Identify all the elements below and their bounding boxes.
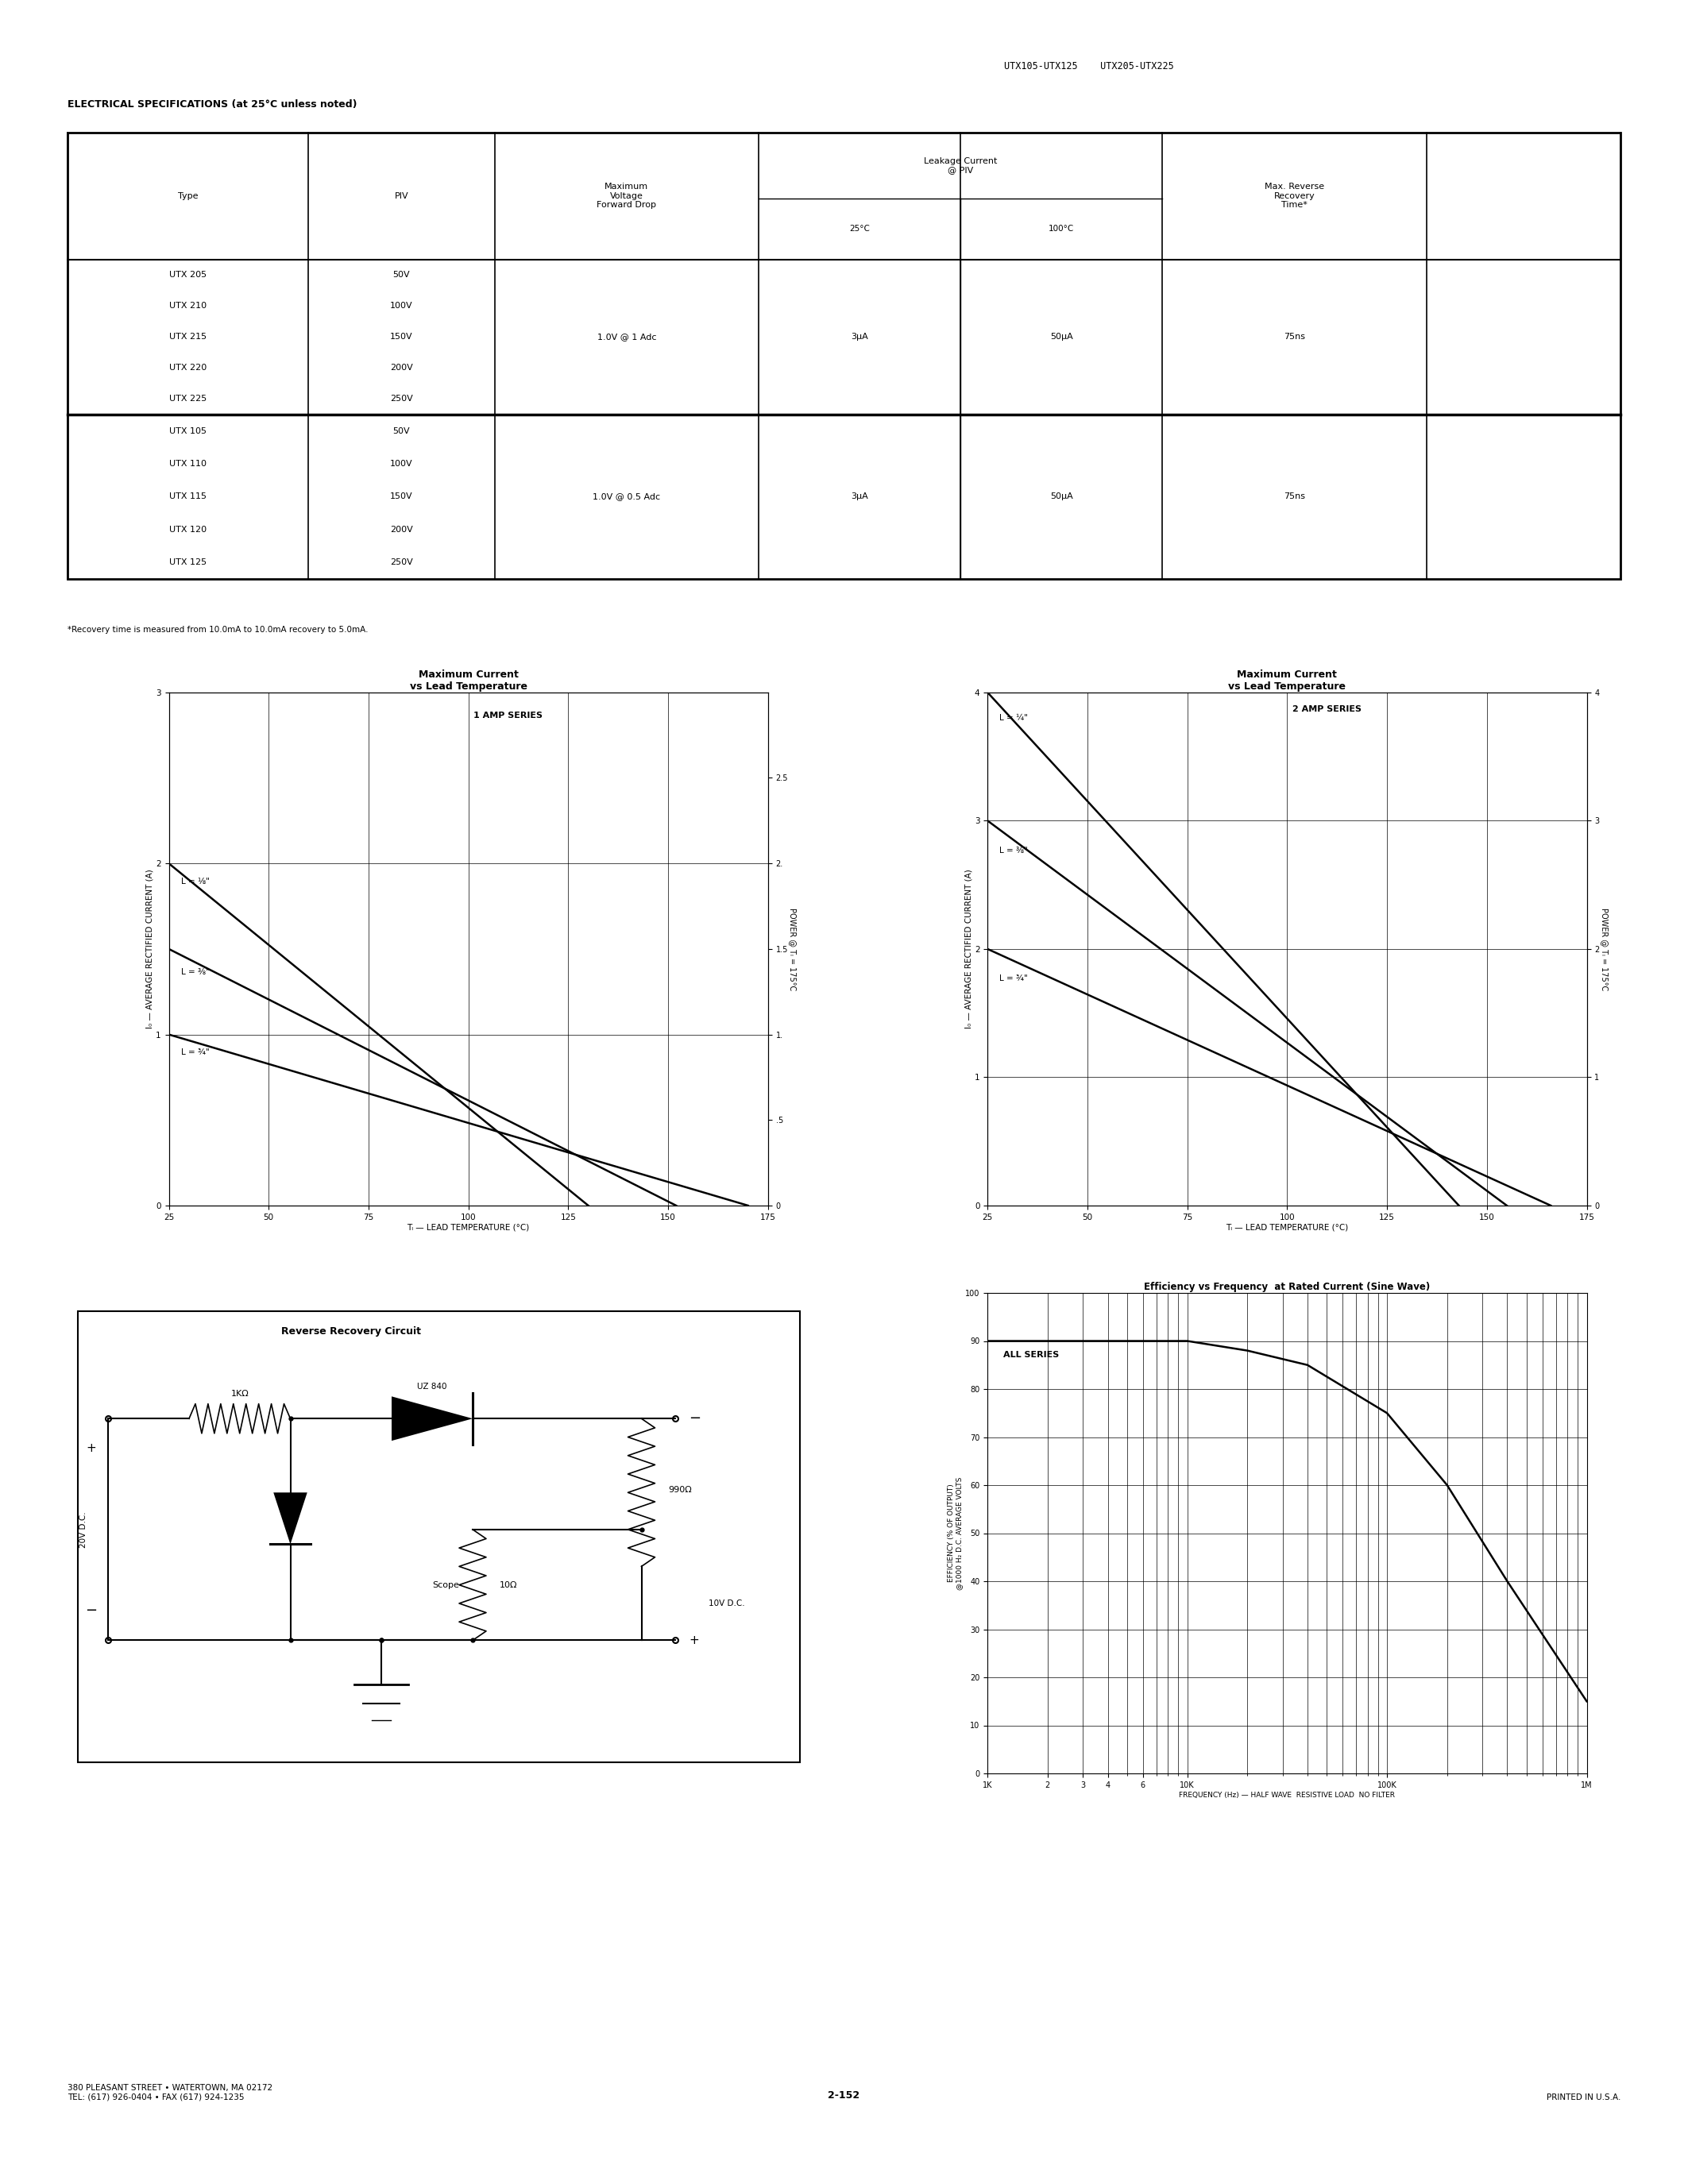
Text: L = ⅜": L = ⅜": [999, 847, 1028, 854]
Text: 100V: 100V: [390, 301, 414, 310]
Polygon shape: [273, 1492, 307, 1544]
Text: UTX 210: UTX 210: [169, 301, 206, 310]
Text: ALL SERIES: ALL SERIES: [1003, 1350, 1058, 1358]
Text: 100°C: 100°C: [1048, 225, 1074, 234]
Title: Efficiency vs Frequency  at Rated Current (Sine Wave): Efficiency vs Frequency at Rated Current…: [1144, 1282, 1430, 1293]
Text: 1.0V @ 0.5 Adc: 1.0V @ 0.5 Adc: [592, 494, 660, 500]
Text: 50μA: 50μA: [1050, 494, 1074, 500]
Y-axis label: POWER @ Tₗ = 175°C: POWER @ Tₗ = 175°C: [1600, 909, 1609, 989]
Text: 75ns: 75ns: [1283, 332, 1305, 341]
Text: L = ¾": L = ¾": [181, 1048, 209, 1057]
Text: PIV: PIV: [395, 192, 408, 201]
Text: PRINTED IN U.S.A.: PRINTED IN U.S.A.: [1546, 2092, 1620, 2101]
Text: −: −: [689, 1411, 701, 1426]
Text: 200V: 200V: [390, 526, 414, 533]
Polygon shape: [392, 1396, 473, 1441]
Text: 150V: 150V: [390, 494, 414, 500]
Text: L = ⅛": L = ⅛": [181, 878, 209, 885]
Y-axis label: POWER @ Tₗ = 175°C: POWER @ Tₗ = 175°C: [788, 909, 797, 989]
Text: +: +: [86, 1441, 96, 1455]
Text: UTX 215: UTX 215: [169, 332, 206, 341]
Text: UZ 840: UZ 840: [417, 1382, 447, 1391]
Text: −: −: [84, 1603, 98, 1618]
Text: UTX 120: UTX 120: [169, 526, 206, 533]
Y-axis label: I₀ — AVERAGE RECTIFIED CURRENT (A): I₀ — AVERAGE RECTIFIED CURRENT (A): [964, 869, 972, 1029]
Text: 3μA: 3μA: [851, 332, 868, 341]
Text: 3μA: 3μA: [851, 494, 868, 500]
Text: 1.0V @ 1 Adc: 1.0V @ 1 Adc: [598, 332, 657, 341]
Text: 75ns: 75ns: [1283, 494, 1305, 500]
Text: 380 PLEASANT STREET • WATERTOWN, MA 02172
TEL: (617) 926-0404 • FAX (617) 924-12: 380 PLEASANT STREET • WATERTOWN, MA 0217…: [68, 2084, 272, 2101]
Text: 990Ω: 990Ω: [668, 1485, 692, 1494]
Text: 2 AMP SERIES: 2 AMP SERIES: [1293, 705, 1362, 714]
Text: UTX 110: UTX 110: [169, 461, 206, 467]
Title: Maximum Current
vs Lead Temperature: Maximum Current vs Lead Temperature: [410, 668, 527, 692]
Text: 10Ω: 10Ω: [500, 1581, 518, 1590]
Text: 250V: 250V: [390, 395, 414, 402]
Text: UTX 225: UTX 225: [169, 395, 206, 402]
Title: Maximum Current
vs Lead Temperature: Maximum Current vs Lead Temperature: [1229, 668, 1345, 692]
Text: 20V D.C.: 20V D.C.: [79, 1511, 88, 1548]
Text: *Recovery time is measured from 10.0mA to 10.0mA recovery to 5.0mA.: *Recovery time is measured from 10.0mA t…: [68, 627, 368, 633]
Text: Leakage Current
@ PIV: Leakage Current @ PIV: [923, 157, 998, 175]
Text: ELECTRICAL SPECIFICATIONS (at 25°C unless noted): ELECTRICAL SPECIFICATIONS (at 25°C unles…: [68, 98, 358, 109]
Text: 150V: 150V: [390, 332, 414, 341]
Text: UTX 115: UTX 115: [169, 494, 206, 500]
Text: 50V: 50V: [393, 426, 410, 435]
Text: UTX105-UTX125    UTX205-UTX225: UTX105-UTX125 UTX205-UTX225: [1004, 61, 1175, 72]
Text: L = ¾": L = ¾": [999, 974, 1028, 983]
Text: 1 AMP SERIES: 1 AMP SERIES: [474, 712, 544, 719]
Text: 2-152: 2-152: [829, 2090, 859, 2101]
Text: L = ¼": L = ¼": [999, 714, 1028, 723]
Text: Type: Type: [177, 192, 197, 201]
Text: 10V D.C.: 10V D.C.: [709, 1599, 744, 1607]
Text: 50V: 50V: [393, 271, 410, 280]
Text: +: +: [689, 1634, 699, 1647]
Text: Scope: Scope: [432, 1581, 459, 1590]
Text: UTX 220: UTX 220: [169, 365, 206, 371]
Text: 100V: 100V: [390, 461, 414, 467]
X-axis label: Tₗ — LEAD TEMPERATURE (°C): Tₗ — LEAD TEMPERATURE (°C): [1225, 1223, 1349, 1232]
Text: L = ⅜": L = ⅜": [181, 968, 209, 976]
Text: UTX 125: UTX 125: [169, 559, 206, 566]
Text: Maximum
Voltage
Forward Drop: Maximum Voltage Forward Drop: [598, 183, 657, 210]
Text: 1KΩ: 1KΩ: [231, 1389, 248, 1398]
Text: 250V: 250V: [390, 559, 414, 566]
Text: Reverse Recovery Circuit: Reverse Recovery Circuit: [282, 1326, 420, 1337]
Text: 25°C: 25°C: [849, 225, 869, 234]
X-axis label: Tₗ — LEAD TEMPERATURE (°C): Tₗ — LEAD TEMPERATURE (°C): [407, 1223, 530, 1232]
Text: UTX 205: UTX 205: [169, 271, 206, 280]
Text: 50μA: 50μA: [1050, 332, 1074, 341]
Text: 200V: 200V: [390, 365, 414, 371]
Y-axis label: I₀ — AVERAGE RECTIFIED CURRENT (A): I₀ — AVERAGE RECTIFIED CURRENT (A): [145, 869, 154, 1029]
Text: UTX 105: UTX 105: [169, 426, 206, 435]
X-axis label: FREQUENCY (Hz) — HALF WAVE  RESISTIVE LOAD  NO FILTER: FREQUENCY (Hz) — HALF WAVE RESISTIVE LOA…: [1178, 1791, 1394, 1797]
Y-axis label: EFFICIENCY (% OF OUTPUT)
@1000 H₂ D.C. AVERAGE VOLTS: EFFICIENCY (% OF OUTPUT) @1000 H₂ D.C. A…: [947, 1476, 962, 1590]
Text: Max. Reverse
Recovery
Time*: Max. Reverse Recovery Time*: [1264, 183, 1323, 210]
